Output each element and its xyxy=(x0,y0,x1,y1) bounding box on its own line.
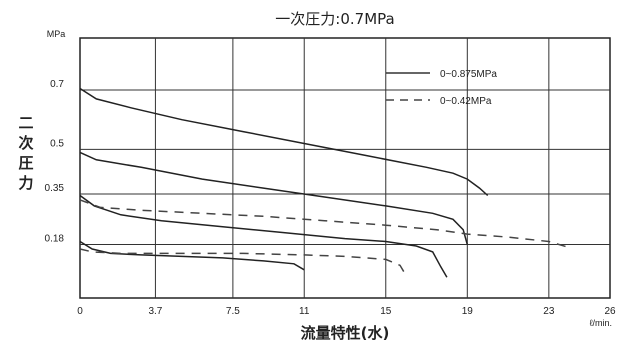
x-tick-label: 26 xyxy=(604,306,616,317)
chart-title: 一次圧力:0.7MPa xyxy=(275,10,394,28)
x-tick-label: 0 xyxy=(77,306,83,317)
dashed-series-line-5 xyxy=(79,199,570,249)
y-unit-label: MPa xyxy=(47,29,66,39)
x-tick-label: 19 xyxy=(462,306,474,317)
x-axis-label: 流量特性(水) xyxy=(301,324,390,342)
legend: 0~0.875MPa 0~0.42MPa xyxy=(386,69,497,107)
x-tick-label: 23 xyxy=(543,306,555,317)
x-tick-label: 7.5 xyxy=(226,306,240,317)
x-unit-label: ℓ/min. xyxy=(590,318,612,328)
solid-series-line-1 xyxy=(79,87,489,197)
x-tick-label: 3.7 xyxy=(148,306,162,317)
x-tick-label: 15 xyxy=(380,306,392,317)
y-tick-label: 0.5 xyxy=(50,138,64,149)
plot-area xyxy=(79,37,611,299)
legend-label-2: 0~0.42MPa xyxy=(440,96,492,107)
series-group xyxy=(79,87,570,278)
solid-series-line-3 xyxy=(79,194,448,278)
solid-series-line-2 xyxy=(79,151,469,245)
x-tick-labels: 0 3.7 7.5 11 15 19 23 26 xyxy=(77,306,616,317)
solid-series-line-4 xyxy=(79,240,305,271)
y-tick-label: 0.18 xyxy=(45,234,65,245)
y-tick-label: 0.7 xyxy=(50,79,64,90)
dashed-series-line-6 xyxy=(79,248,407,277)
y-tick-label: 0.35 xyxy=(45,183,65,194)
grid xyxy=(80,38,610,298)
y-axis-label: 二次圧力 xyxy=(18,114,33,192)
x-tick-label: 11 xyxy=(299,306,310,317)
legend-label-1: 0~0.875MPa xyxy=(440,69,497,80)
y-tick-labels: 0.18 0.35 0.5 0.7 xyxy=(45,79,65,245)
